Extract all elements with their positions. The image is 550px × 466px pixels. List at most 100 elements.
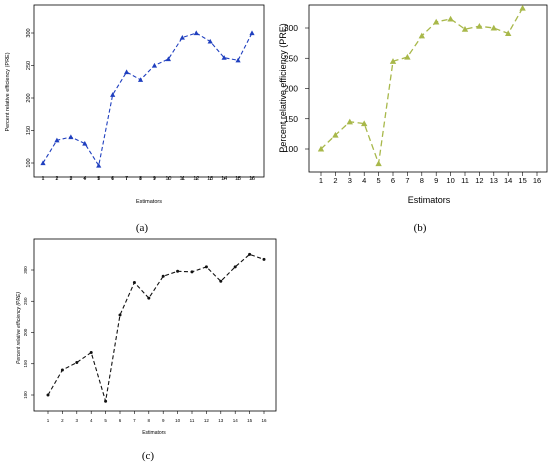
data-point (110, 92, 116, 97)
x-tick-label: 4 (362, 176, 366, 185)
x-tick-label: 11 (461, 176, 469, 185)
x-tick-label: 2 (333, 176, 337, 185)
x-tick-label: 7 (133, 418, 136, 423)
data-point (75, 361, 79, 364)
data-point (176, 269, 180, 273)
chart-a-xlabel: Estimators (136, 199, 162, 205)
x-tick-label: 8 (148, 418, 151, 423)
y-tick-label: 100 (23, 391, 28, 399)
x-tick-label: 13 (207, 176, 213, 182)
y-tick-label: 250 (284, 53, 298, 63)
chart-b-ylabel: Percent relative efficiency (PRE) (278, 23, 288, 152)
series-line (320, 7, 524, 164)
x-tick-label: 11 (190, 418, 195, 423)
y-tick-label: 250 (26, 61, 32, 70)
x-tick-label: 11 (179, 176, 185, 182)
data-point (179, 34, 185, 40)
y-tick-label: 150 (23, 360, 28, 368)
x-tick-label: 6 (119, 418, 122, 423)
data-point (193, 30, 199, 36)
data-point (447, 15, 454, 22)
x-tick-label: 4 (83, 176, 86, 182)
data-point (124, 69, 130, 75)
x-tick-label: 10 (175, 418, 181, 423)
chart-c-frame (33, 238, 277, 412)
data-point (54, 137, 60, 143)
x-tick-label: 9 (434, 176, 438, 185)
chart-b: Estimators Percent relative efficiency (… (278, 4, 548, 205)
data-point (476, 22, 483, 29)
data-point (219, 279, 223, 283)
data-point (461, 26, 469, 32)
chart-c-xlabel: Estimators (142, 430, 166, 436)
data-point (89, 351, 93, 354)
data-point (60, 368, 64, 372)
panel-label-c: (c) (142, 450, 155, 462)
data-point (40, 160, 46, 166)
data-point (233, 265, 237, 269)
y-tick-label: 100 (26, 158, 32, 167)
data-point (96, 163, 102, 168)
data-point (68, 134, 74, 140)
data-point (204, 265, 208, 269)
data-point (404, 53, 411, 60)
x-tick-label: 3 (76, 418, 79, 423)
y-tick-label: 300 (284, 23, 298, 33)
x-tick-label: 3 (69, 176, 72, 182)
data-point (418, 32, 425, 39)
panel-label-a: (a) (136, 222, 149, 234)
chart-a-frame (33, 4, 265, 178)
data-point (147, 296, 151, 300)
x-tick-label: 14 (221, 176, 227, 182)
data-point (137, 77, 144, 82)
data-point (433, 18, 440, 25)
y-tick-label: 300 (26, 28, 32, 37)
x-tick-label: 7 (125, 176, 128, 182)
data-point (249, 30, 255, 36)
x-tick-label: 10 (165, 176, 171, 182)
data-point (104, 399, 108, 403)
x-tick-label: 5 (104, 418, 107, 423)
x-tick-label: 1 (41, 176, 44, 182)
x-tick-label: 7 (405, 176, 409, 185)
data-point (332, 131, 339, 138)
x-tick-label: 1 (319, 176, 323, 185)
data-point (519, 4, 526, 11)
data-point (161, 274, 165, 278)
data-point (248, 252, 252, 256)
x-tick-label: 9 (153, 176, 156, 182)
x-tick-label: 5 (97, 176, 100, 182)
x-tick-label: 14 (233, 418, 239, 423)
x-tick-label: 12 (193, 176, 199, 182)
chart-c: Estimators Percent relative efficiency (… (16, 238, 277, 436)
data-point (389, 58, 397, 64)
y-tick-label: 200 (23, 328, 28, 336)
data-point (490, 24, 497, 31)
x-tick-label: 8 (420, 176, 424, 185)
x-tick-label: 12 (475, 176, 483, 185)
data-point (375, 160, 382, 167)
x-tick-label: 16 (533, 176, 541, 185)
x-tick-label: 9 (162, 418, 165, 423)
data-point (317, 145, 325, 152)
chart-a-ylabel: Percent relative efficiency (PRE) (5, 52, 11, 131)
x-tick-label: 1 (47, 418, 50, 423)
y-tick-label: 200 (284, 84, 298, 94)
x-tick-label: 2 (55, 176, 58, 182)
data-point (190, 270, 194, 274)
x-tick-label: 13 (490, 176, 498, 185)
chart-c-ylabel: Percent relative efficiency (PRE) (16, 292, 22, 364)
x-tick-label: 8 (139, 176, 142, 182)
x-tick-label: 5 (377, 176, 381, 185)
x-tick-label: 15 (518, 176, 526, 185)
x-tick-label: 16 (261, 418, 267, 423)
x-tick-label: 10 (446, 176, 454, 185)
data-point (262, 257, 266, 261)
x-tick-label: 6 (111, 176, 114, 182)
data-point (82, 140, 88, 146)
x-tick-label: 3 (348, 176, 352, 185)
